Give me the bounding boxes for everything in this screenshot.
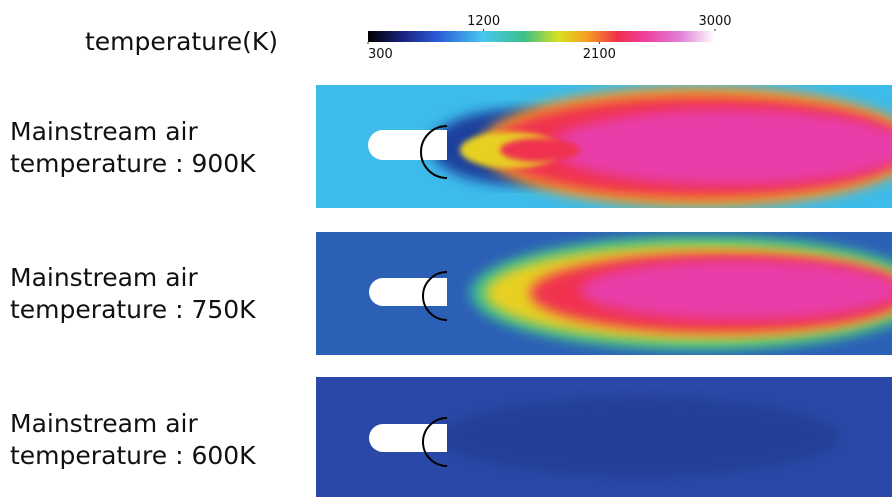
colorbar bbox=[368, 31, 715, 42]
panel-label: temperature : 750K bbox=[10, 295, 256, 324]
panel-label: temperature : 900K bbox=[10, 149, 256, 178]
figure: temperature(K) 300 1200 2100 3000 Mainstrea… bbox=[0, 0, 892, 497]
page: {"colorbar": {"title": "temperature(K)",… bbox=[0, 0, 892, 497]
tick-label: 2100 bbox=[583, 47, 616, 62]
panel-label: Mainstream air bbox=[10, 117, 199, 146]
tick-label: 1200 bbox=[467, 14, 500, 29]
tick-label: 3000 bbox=[698, 14, 731, 29]
panel-label: Mainstream air bbox=[10, 409, 199, 438]
panel-label: Mainstream air bbox=[10, 263, 199, 292]
panel-label: temperature : 600K bbox=[10, 441, 256, 470]
colorbar-title: temperature(K) bbox=[85, 27, 278, 56]
tick-label: 300 bbox=[368, 47, 393, 62]
